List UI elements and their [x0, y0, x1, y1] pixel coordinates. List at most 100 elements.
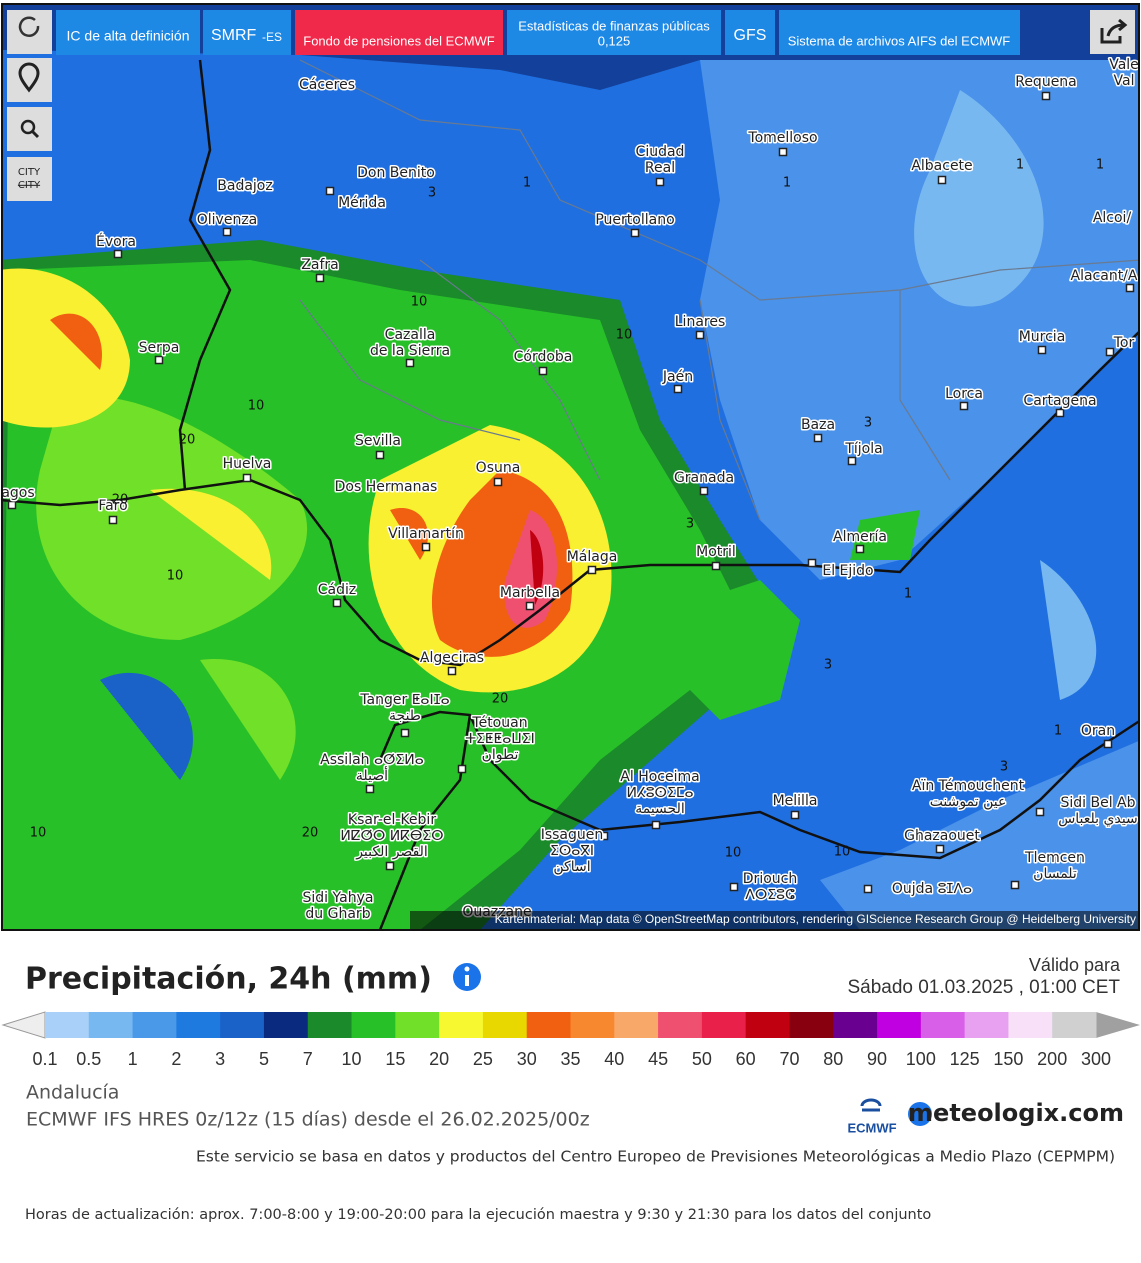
- colorbar-swatch: [395, 1012, 440, 1038]
- brand: meteologix.com: [908, 1099, 1124, 1127]
- city-label: Assilah ⴰⵚⵉⵍⴰ: [320, 752, 424, 768]
- city-label: القصر الكبير: [355, 844, 428, 860]
- city-dot: [154, 355, 164, 365]
- city-label: Algeciras: [420, 650, 484, 666]
- city-dot: [651, 820, 661, 830]
- city-dot: [699, 486, 709, 496]
- city-label: الحسيمة: [635, 801, 685, 817]
- contour-label: 10: [834, 845, 851, 860]
- smrf-button[interactable]: [203, 10, 291, 55]
- city-label: CITY: [18, 167, 41, 178]
- city-label: Murcia: [1019, 329, 1066, 345]
- city-label: اساكن: [553, 859, 590, 875]
- city-label: Almería: [833, 529, 887, 545]
- city-label: Alcoi/: [1093, 210, 1132, 226]
- city-label: Tétouan: [471, 715, 527, 731]
- share-button[interactable]: [1090, 10, 1135, 54]
- city-label: ⵉⵙⴰⴳⵏ: [550, 843, 594, 859]
- colorbar-swatch: [263, 1012, 309, 1038]
- map[interactable]: Cáceres Badajoz Don Benito Mérida Olivenza Év…: [0, 0, 1141, 930]
- city-label: Serpa: [139, 340, 180, 356]
- colorbar-label: 100: [906, 1049, 936, 1069]
- city-label: Issaguen: [541, 827, 604, 843]
- city-label: Oran: [1081, 723, 1115, 739]
- zoom-icon: [20, 119, 36, 135]
- city-label: Melilla: [773, 793, 818, 809]
- refresh-icon: [18, 16, 40, 37]
- colorbar-swatch: [351, 1012, 396, 1038]
- colorbar-swatch: [220, 1012, 265, 1038]
- colorbar-swatch: [439, 1012, 484, 1038]
- pension-label: Fondo de pensiones del ECMWF: [303, 33, 495, 48]
- city-dot: [1010, 880, 1020, 890]
- city-dot: [847, 456, 857, 466]
- city-label: Ksar-el-Kebir: [348, 812, 436, 828]
- ecmwf-logo: ECMWF: [847, 1120, 896, 1135]
- city-label: Tor: [1113, 335, 1135, 351]
- region: Andalucía: [26, 1082, 119, 1104]
- pension-button[interactable]: [295, 10, 503, 55]
- city-dot: [863, 884, 873, 894]
- city-label: Tomelloso: [747, 130, 817, 146]
- city-label: Dos Hermanas: [335, 479, 438, 495]
- city-label: Albacete: [911, 158, 972, 174]
- city-dot: [959, 401, 969, 411]
- city-label: Villamartín: [388, 526, 464, 542]
- map-frame: [1, 3, 1140, 931]
- city-label: Driouch: [743, 871, 797, 887]
- colorbar-swatch: [701, 1012, 747, 1038]
- contour-label: 1: [904, 587, 912, 602]
- aifs-label: Sistema de archivos AIFS del ECMWF: [788, 33, 1011, 48]
- city-dot: [315, 273, 325, 283]
- city-label: Don Benito: [357, 165, 435, 181]
- city-button[interactable]: [7, 157, 52, 201]
- city-dot: [778, 147, 788, 157]
- info-icon-stem: [465, 975, 469, 986]
- stats-label: Estadísticas de finanzas públicas: [518, 18, 710, 33]
- colorbar-swatch: [1008, 1012, 1053, 1038]
- city-label: ⵍⵇⵚⵔ ⵍⴽⴱⵉⵔ: [340, 828, 443, 844]
- colorbar-swatch: [920, 1012, 966, 1038]
- aifs-button[interactable]: [779, 10, 1020, 55]
- city-label: Faro: [98, 498, 127, 514]
- colorbar-label: 35: [560, 1049, 580, 1069]
- city-label: Oujda ⵓⵊⴷⴰ: [892, 881, 972, 897]
- city-label: Granada: [674, 470, 734, 486]
- contour-label: 1: [1016, 158, 1024, 173]
- stats-button[interactable]: [507, 10, 721, 55]
- gfs-button[interactable]: [725, 10, 775, 55]
- contour-label: 20: [302, 826, 319, 841]
- city-dot: [935, 844, 945, 854]
- model-run: ECMWF IFS HRES 0z/12z (15 días) desde el…: [26, 1109, 590, 1131]
- city-dot: [400, 728, 410, 738]
- city-dot: [525, 601, 535, 611]
- attribution: Kartenmaterial: Map data © OpenStreetMap…: [495, 912, 1136, 926]
- meteologix-icon: [908, 1102, 932, 1126]
- city-dot: [1103, 739, 1113, 749]
- city-dot: [655, 177, 665, 187]
- city-label: أصيلة: [356, 766, 388, 784]
- city-label: Évora: [96, 233, 136, 250]
- city-struck-label: CITY: [18, 180, 41, 191]
- colorbar-swatch: [789, 1012, 834, 1038]
- hd-button[interactable]: [56, 10, 200, 55]
- colorbar-label: 40: [604, 1049, 624, 1069]
- city-label: Alacant/A: [1071, 268, 1138, 284]
- city-label: تلمسان: [1033, 866, 1077, 882]
- city-dot: [385, 861, 395, 871]
- colorbar-label: 3: [215, 1049, 225, 1069]
- contour-label: 3: [686, 517, 694, 532]
- colorbar-swatch: [132, 1012, 177, 1038]
- colorbar-high-end: [1096, 1012, 1140, 1038]
- city-dot: [729, 882, 739, 892]
- zoom-button[interactable]: [7, 107, 52, 151]
- city-label: du Gharb: [305, 906, 370, 922]
- city-label: Mérida: [338, 195, 386, 211]
- city-dot: [1055, 408, 1065, 418]
- contour-label: 3: [824, 658, 832, 673]
- colorbar-swatch: [88, 1012, 134, 1038]
- city-label: Málaga: [567, 549, 618, 565]
- city-label: Badajoz: [217, 178, 272, 194]
- city-label: تطوان: [482, 747, 519, 763]
- city-dot: [7, 500, 17, 510]
